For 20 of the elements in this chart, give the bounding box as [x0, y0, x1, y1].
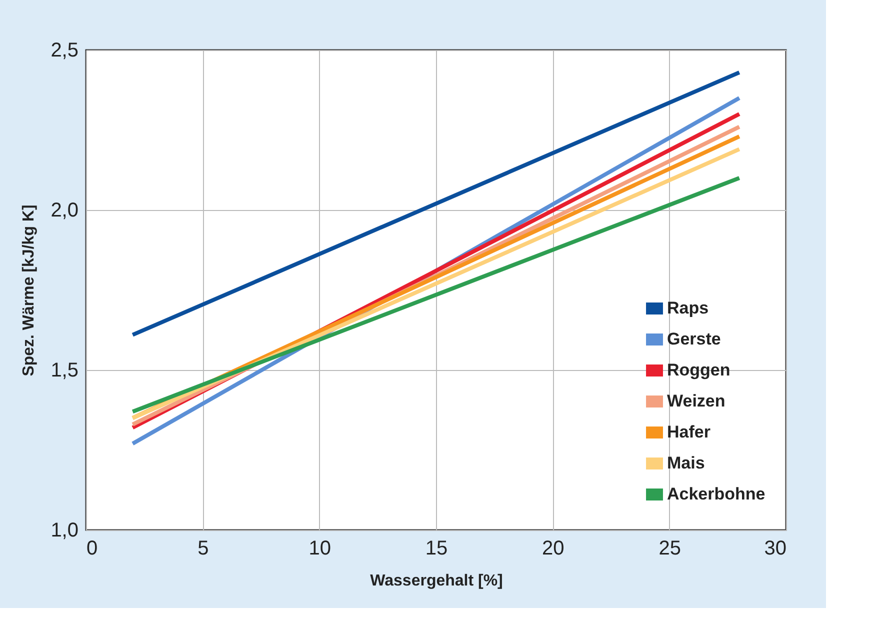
legend-label: Hafer	[667, 422, 711, 442]
y-axis-title: Spez. Wärme [kJ/kg K]	[20, 204, 38, 376]
x-tick-label: 30	[764, 538, 786, 560]
x-tick-label: 0	[86, 538, 98, 560]
x-tick-label: 25	[658, 538, 681, 560]
y-tick-label: 2,0	[50, 200, 78, 222]
y-tick-label: 2,5	[50, 40, 78, 62]
legend-label: Raps	[667, 298, 709, 318]
legend-label: Gerste	[667, 330, 721, 348]
x-axis-title: Wassergehalt [%]	[370, 572, 503, 590]
x-tick-label: 10	[308, 538, 331, 560]
y-tick-label: 1,0	[50, 520, 78, 542]
legend-label: Mais	[667, 454, 705, 472]
legend-label: Roggen	[667, 360, 730, 380]
y-tick-label: 1,5	[50, 360, 78, 382]
legend-label: Weizen	[667, 392, 726, 410]
x-tick-label: 5	[198, 538, 209, 560]
legend-label: Ackerbohne	[667, 484, 766, 504]
x-tick-label: 15	[425, 538, 448, 560]
x-tick-label: 20	[542, 538, 564, 560]
